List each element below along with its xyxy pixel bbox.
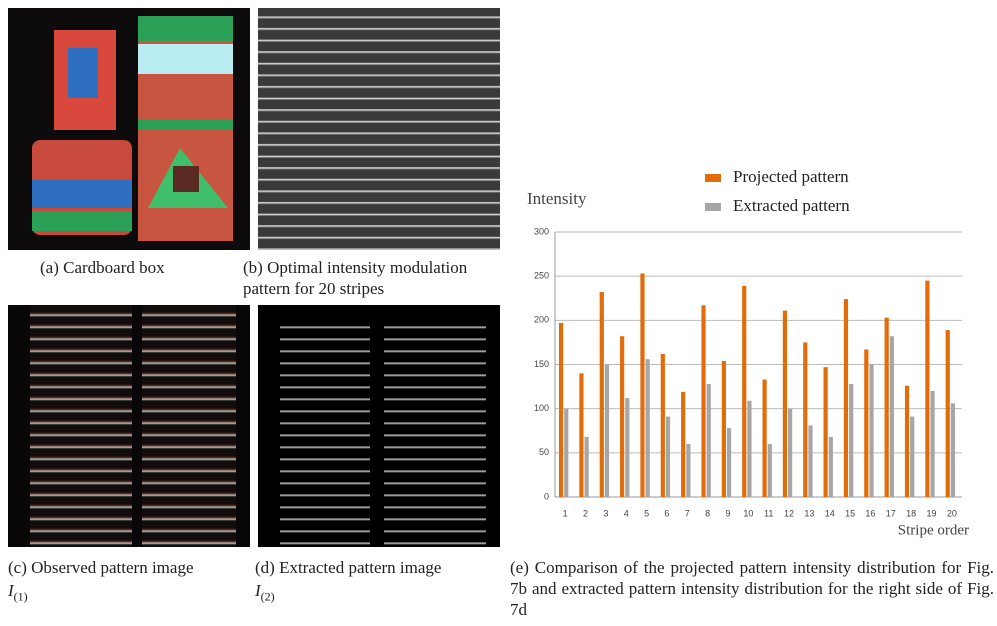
bar [783,311,787,497]
bar [951,403,955,497]
y-axis-label: Intensity [527,189,587,208]
x-tick-label: 19 [926,508,936,518]
x-tick-label: 16 [865,508,875,518]
x-tick-label: 10 [743,508,753,518]
x-tick-label: 20 [947,508,957,518]
x-tick-label: 7 [685,508,690,518]
bar [625,398,629,497]
legend-swatch [705,203,721,211]
bar [844,299,848,497]
y-tick-label: 150 [534,359,549,369]
x-tick-label: 18 [906,508,916,518]
bar [890,336,894,497]
x-tick-label: 13 [804,508,814,518]
bar [722,361,726,497]
bar [808,425,812,497]
bar [666,417,670,497]
bar [620,336,624,497]
bar [905,386,909,497]
bar [768,444,772,497]
y-tick-label: 100 [534,403,549,413]
bar [585,437,589,497]
bar [803,342,807,497]
x-tick-label: 17 [886,508,896,518]
bar [864,349,868,497]
bar [661,354,665,497]
bar [946,330,950,497]
bar [646,359,650,497]
bar [788,409,792,497]
bar [727,428,731,497]
bar [762,380,766,497]
x-tick-label: 15 [845,508,855,518]
x-tick-label: 9 [725,508,730,518]
x-tick-label: 5 [644,508,649,518]
y-tick-label: 200 [534,315,549,325]
bar [640,274,644,497]
x-tick-label: 8 [705,508,710,518]
bar [824,367,828,497]
x-tick-label: 3 [603,508,608,518]
bar [559,323,563,497]
y-tick-label: 50 [539,447,549,457]
page: (a) Cardboard box (b) Optimal intensity … [0,0,997,626]
bar [849,384,853,497]
bar [564,409,568,497]
bar [742,286,746,497]
bar [930,391,934,497]
chart: Intensity Stripe order 0 50 100 150 200 250 30… [0,0,997,626]
bar [707,384,711,497]
x-tick-label: 6 [664,508,669,518]
x-tick-label: 11 [764,508,773,518]
y-tick-label: 0 [544,491,549,501]
bar [605,365,609,498]
bar [829,437,833,497]
legend-label: Extracted pattern [733,196,850,215]
bar [925,281,929,497]
x-tick-label: 1 [563,508,568,518]
x-tick-label: 14 [825,508,835,518]
x-tick-label: 2 [583,508,588,518]
y-tick-label: 250 [534,271,549,281]
legend-swatch [705,174,721,182]
bar [686,444,690,497]
x-axis-label: Stripe order [898,522,969,538]
x-tick-label: 4 [624,508,629,518]
bar [747,401,751,497]
bar [885,318,889,497]
x-tick-label: 12 [784,508,794,518]
y-tick-label: 300 [534,226,549,236]
bar [910,417,914,497]
bar [600,292,604,497]
legend-label: Projected pattern [733,167,849,186]
bar [579,373,583,497]
bar [869,365,873,498]
bar [701,305,705,497]
bar [681,392,685,497]
